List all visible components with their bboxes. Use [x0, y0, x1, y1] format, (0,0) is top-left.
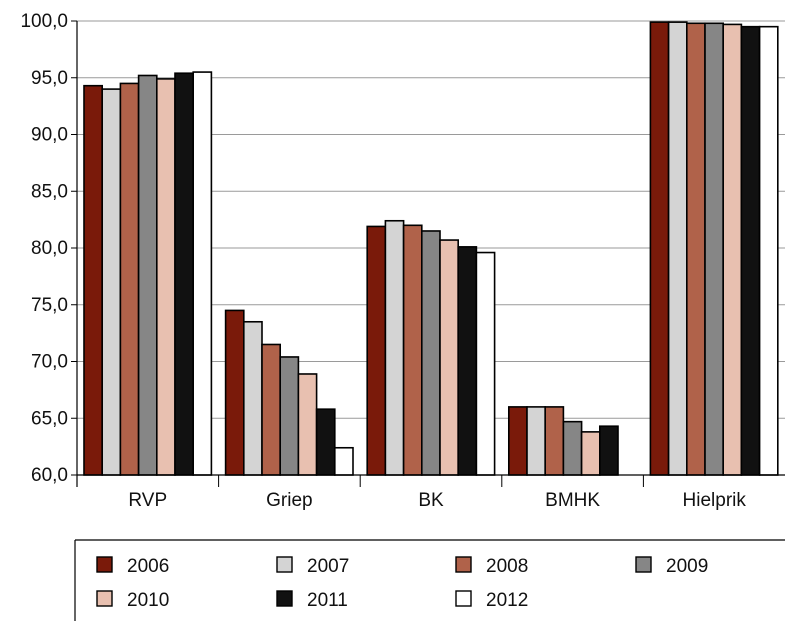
- bar: [544, 406, 565, 476]
- bar: [174, 72, 195, 476]
- legend-label: 2011: [307, 590, 348, 611]
- x-category-label: Hielprik: [683, 490, 747, 511]
- y-tick-label: 70,0: [31, 352, 68, 373]
- bar: [279, 356, 300, 476]
- bar: [333, 446, 354, 476]
- bar: [402, 224, 423, 476]
- y-tick-label: 95,0: [31, 68, 68, 89]
- legend-label: 2007: [307, 556, 349, 577]
- bar: [83, 84, 104, 476]
- legend-swatch: [455, 590, 472, 607]
- bar: [649, 21, 670, 476]
- bar: [156, 78, 176, 476]
- bar: [758, 25, 779, 476]
- x-axis-labels: RVP Griep BK BMHK Hielprik: [128, 490, 746, 511]
- legend-swatch: [96, 590, 113, 607]
- legend-swatch: [96, 556, 113, 573]
- bar: [667, 21, 688, 476]
- legend-swatch: [455, 556, 472, 573]
- bar: [457, 246, 478, 476]
- y-axis-ticks: 60,0 65,0 70,0 75,0 80,0 85,0 90,0 95,0 100,0: [20, 11, 77, 486]
- y-tick-label: 100,0: [20, 11, 68, 32]
- legend-label: 2009: [666, 556, 708, 577]
- bar: [439, 239, 460, 476]
- x-category-label: RVP: [128, 490, 167, 511]
- bar: [366, 225, 387, 476]
- bar: [598, 425, 619, 476]
- bar: [722, 23, 743, 476]
- legend: 2006 2007 2008 2009 2010 2011 2012: [74, 539, 785, 621]
- legend-label: 2006: [127, 556, 169, 577]
- bar: [137, 74, 158, 476]
- y-tick-label: 80,0: [31, 238, 68, 259]
- bar: [384, 219, 405, 476]
- bar: [685, 22, 706, 476]
- bar: [261, 343, 282, 476]
- bar: [562, 420, 583, 476]
- legend-label: 2008: [486, 556, 528, 577]
- legend-label: 2010: [127, 590, 169, 611]
- bar: [101, 88, 122, 476]
- bar: [315, 408, 336, 476]
- bar: [224, 309, 245, 476]
- legend-swatch: [276, 590, 293, 607]
- x-category-label: BMHK: [545, 490, 600, 511]
- legend-swatch: [276, 556, 293, 573]
- bar: [420, 230, 441, 476]
- bar: [740, 25, 761, 476]
- bar: [507, 406, 528, 476]
- legend-swatch: [635, 556, 652, 573]
- bar: [243, 320, 263, 476]
- y-tick-label: 75,0: [31, 295, 68, 316]
- bar: [475, 251, 496, 476]
- bars: [83, 21, 779, 476]
- bar: [704, 22, 725, 476]
- y-tick-label: 90,0: [31, 125, 68, 146]
- y-tick-label: 65,0: [31, 408, 68, 429]
- bar: [192, 71, 213, 476]
- legend-label: 2012: [486, 590, 528, 611]
- x-category-label: BK: [418, 490, 444, 511]
- y-tick-label: 60,0: [31, 465, 68, 486]
- bar: [580, 431, 601, 476]
- x-category-label: Griep: [266, 490, 312, 511]
- y-tick-label: 85,0: [31, 181, 68, 202]
- axes: [76, 21, 785, 487]
- bar: [297, 373, 318, 476]
- bar: [526, 406, 547, 476]
- bar: [119, 82, 140, 476]
